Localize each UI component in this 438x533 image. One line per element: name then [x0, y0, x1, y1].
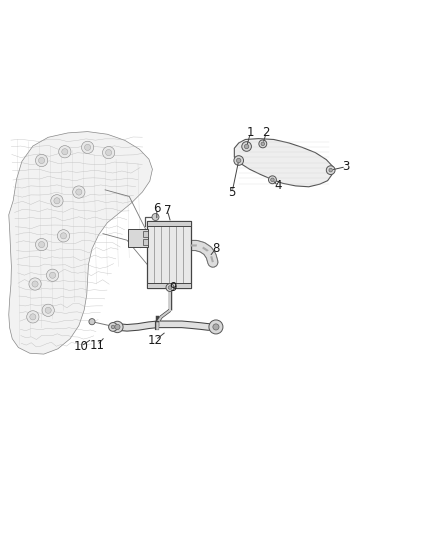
Text: 7: 7: [163, 204, 171, 217]
Circle shape: [32, 281, 38, 287]
Circle shape: [213, 324, 219, 330]
Circle shape: [54, 198, 60, 204]
Circle shape: [106, 150, 112, 156]
Circle shape: [237, 158, 241, 163]
Circle shape: [42, 304, 54, 317]
Circle shape: [109, 322, 117, 332]
Text: 11: 11: [90, 339, 105, 352]
Circle shape: [111, 325, 115, 329]
Circle shape: [60, 233, 67, 239]
Circle shape: [209, 320, 223, 334]
Text: 3: 3: [343, 160, 350, 173]
Bar: [147, 221, 191, 288]
Circle shape: [35, 238, 48, 251]
Circle shape: [81, 141, 94, 154]
Circle shape: [329, 168, 332, 172]
Text: 5: 5: [229, 185, 236, 198]
Circle shape: [57, 230, 70, 242]
Text: 1: 1: [247, 126, 254, 140]
Circle shape: [27, 311, 39, 323]
Circle shape: [59, 146, 71, 158]
Circle shape: [168, 286, 172, 289]
Circle shape: [30, 314, 36, 320]
Text: 12: 12: [148, 334, 163, 346]
Circle shape: [29, 278, 41, 290]
Polygon shape: [234, 139, 333, 187]
Circle shape: [46, 269, 59, 281]
Circle shape: [152, 214, 159, 221]
Circle shape: [102, 147, 115, 159]
Bar: [147, 221, 191, 226]
Bar: [143, 239, 148, 246]
Circle shape: [244, 144, 249, 149]
Text: 9: 9: [169, 281, 177, 294]
Circle shape: [271, 178, 274, 182]
Circle shape: [242, 142, 251, 151]
Circle shape: [51, 195, 63, 207]
Bar: [128, 229, 148, 247]
Circle shape: [326, 166, 335, 174]
Circle shape: [261, 142, 265, 146]
Text: 8: 8: [212, 243, 219, 255]
Circle shape: [39, 241, 45, 248]
Circle shape: [89, 319, 95, 325]
Circle shape: [73, 186, 85, 198]
Circle shape: [112, 321, 123, 333]
Circle shape: [268, 176, 276, 184]
Circle shape: [166, 284, 174, 292]
Circle shape: [85, 144, 91, 150]
Text: 2: 2: [262, 126, 270, 140]
Circle shape: [45, 307, 51, 313]
Circle shape: [39, 157, 45, 164]
Circle shape: [76, 189, 82, 195]
Circle shape: [259, 140, 267, 148]
Circle shape: [35, 155, 48, 167]
Circle shape: [62, 149, 68, 155]
Circle shape: [49, 272, 56, 278]
Polygon shape: [9, 132, 152, 354]
Text: 6: 6: [153, 202, 161, 215]
Bar: [147, 283, 191, 288]
Text: 4: 4: [274, 180, 282, 192]
Bar: [143, 231, 148, 237]
Circle shape: [115, 324, 120, 329]
Text: 10: 10: [74, 340, 88, 353]
Circle shape: [234, 156, 244, 165]
